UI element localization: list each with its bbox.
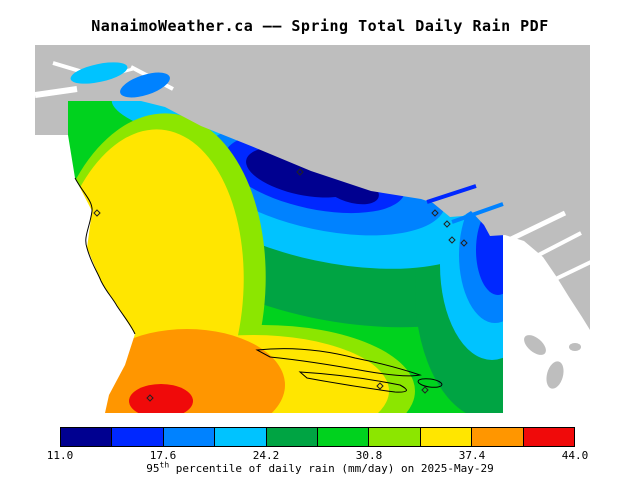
island-grey-2	[546, 361, 564, 389]
inlet-blue-2	[451, 202, 504, 224]
colorbar-segment	[368, 428, 420, 446]
inlet-blue-1	[426, 184, 477, 204]
island-grey-3	[569, 343, 581, 351]
fjord-white-2	[524, 231, 582, 264]
colorbar-ticks: 11.0 17.6 24.2 30.8 37.4 44.0	[0, 449, 640, 462]
colorbar-tick-label: 30.8	[355, 449, 383, 462]
page-title: NanaimoWeather.ca —— Spring Total Daily …	[91, 17, 549, 35]
stations-layer	[93, 168, 468, 402]
colorbar-tick-label: 11.0	[46, 449, 74, 462]
colorbar-segment	[162, 428, 215, 446]
colorbar-tick-label: 24.2	[252, 449, 280, 462]
band-red-core	[129, 384, 193, 413]
colorbar-tick-label: 44.0	[561, 449, 589, 462]
station-marker	[93, 209, 101, 217]
fjord-white-1	[505, 210, 567, 244]
colorbar-segment	[471, 428, 523, 446]
contour-map	[35, 45, 590, 415]
colorbar-segment	[419, 428, 472, 446]
ocean-west	[35, 135, 135, 413]
station-marker	[443, 220, 451, 228]
colorbar-segment	[214, 428, 266, 446]
colorbar-segment	[522, 428, 575, 446]
caption-superscript: th	[159, 460, 170, 470]
colorbar-segment	[265, 428, 318, 446]
caption-prefix: 95	[146, 462, 160, 475]
colorbar-segment	[317, 428, 369, 446]
station-marker	[146, 394, 154, 402]
station-marker	[421, 386, 429, 394]
station-marker	[296, 168, 304, 176]
island-outline-2	[298, 371, 407, 393]
caption-rest: percentile of daily rain (mm/day) on 202…	[169, 462, 494, 475]
colorbar-segment	[61, 428, 112, 446]
island-grey-1	[524, 335, 546, 355]
channel-northwest-1	[35, 86, 78, 98]
island-outline-1	[255, 348, 422, 377]
station-marker	[460, 239, 468, 247]
station-marker	[376, 382, 384, 390]
land-mass	[35, 45, 590, 330]
island-outline-3	[417, 378, 443, 388]
strait-water-cyan	[70, 62, 128, 84]
colorbar-tick-label: 37.4	[458, 449, 486, 462]
station-marker	[431, 209, 439, 217]
colorbar-tick-label: 17.6	[149, 449, 177, 462]
colorbar-caption: 95th percentile of daily rain (mm/day) o…	[0, 460, 640, 475]
fjord-white-3	[540, 260, 590, 288]
colorbar	[60, 427, 575, 447]
colorbar-segment	[111, 428, 163, 446]
station-marker	[448, 236, 456, 244]
strait-water-blue	[120, 72, 170, 98]
coastline-west	[74, 177, 136, 335]
